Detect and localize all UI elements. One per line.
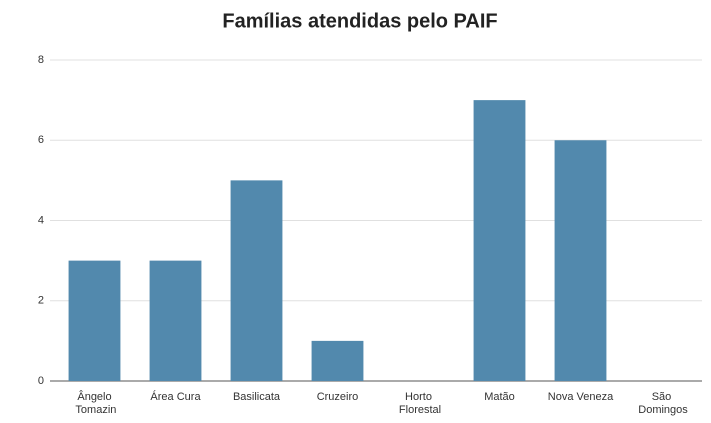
y-tick-label: 2 [38,295,44,307]
y-tick-label: 8 [38,54,44,66]
x-tick-label: São Domingos [635,391,688,416]
bar [473,100,526,381]
x-tick-label: Área Cura [150,390,201,403]
bar [68,260,121,381]
bar [149,260,202,381]
x-tick-label: Ângelo Tomazin [73,390,117,416]
x-tick-label: Horto Florestal [396,391,441,416]
x-tick-label: Matão [484,391,515,403]
bar [554,140,607,381]
y-tick-label: 4 [38,214,44,226]
y-tick-label: 6 [38,134,44,146]
x-tick-label: Cruzeiro [317,391,359,403]
x-tick-label: Basilicata [233,391,281,403]
x-tick-label: Nova Veneza [548,391,614,403]
bar [311,340,364,381]
chart-title: Famílias atendidas pelo PAIF [222,10,497,32]
bar [230,180,283,381]
y-tick-label: 0 [38,375,44,387]
